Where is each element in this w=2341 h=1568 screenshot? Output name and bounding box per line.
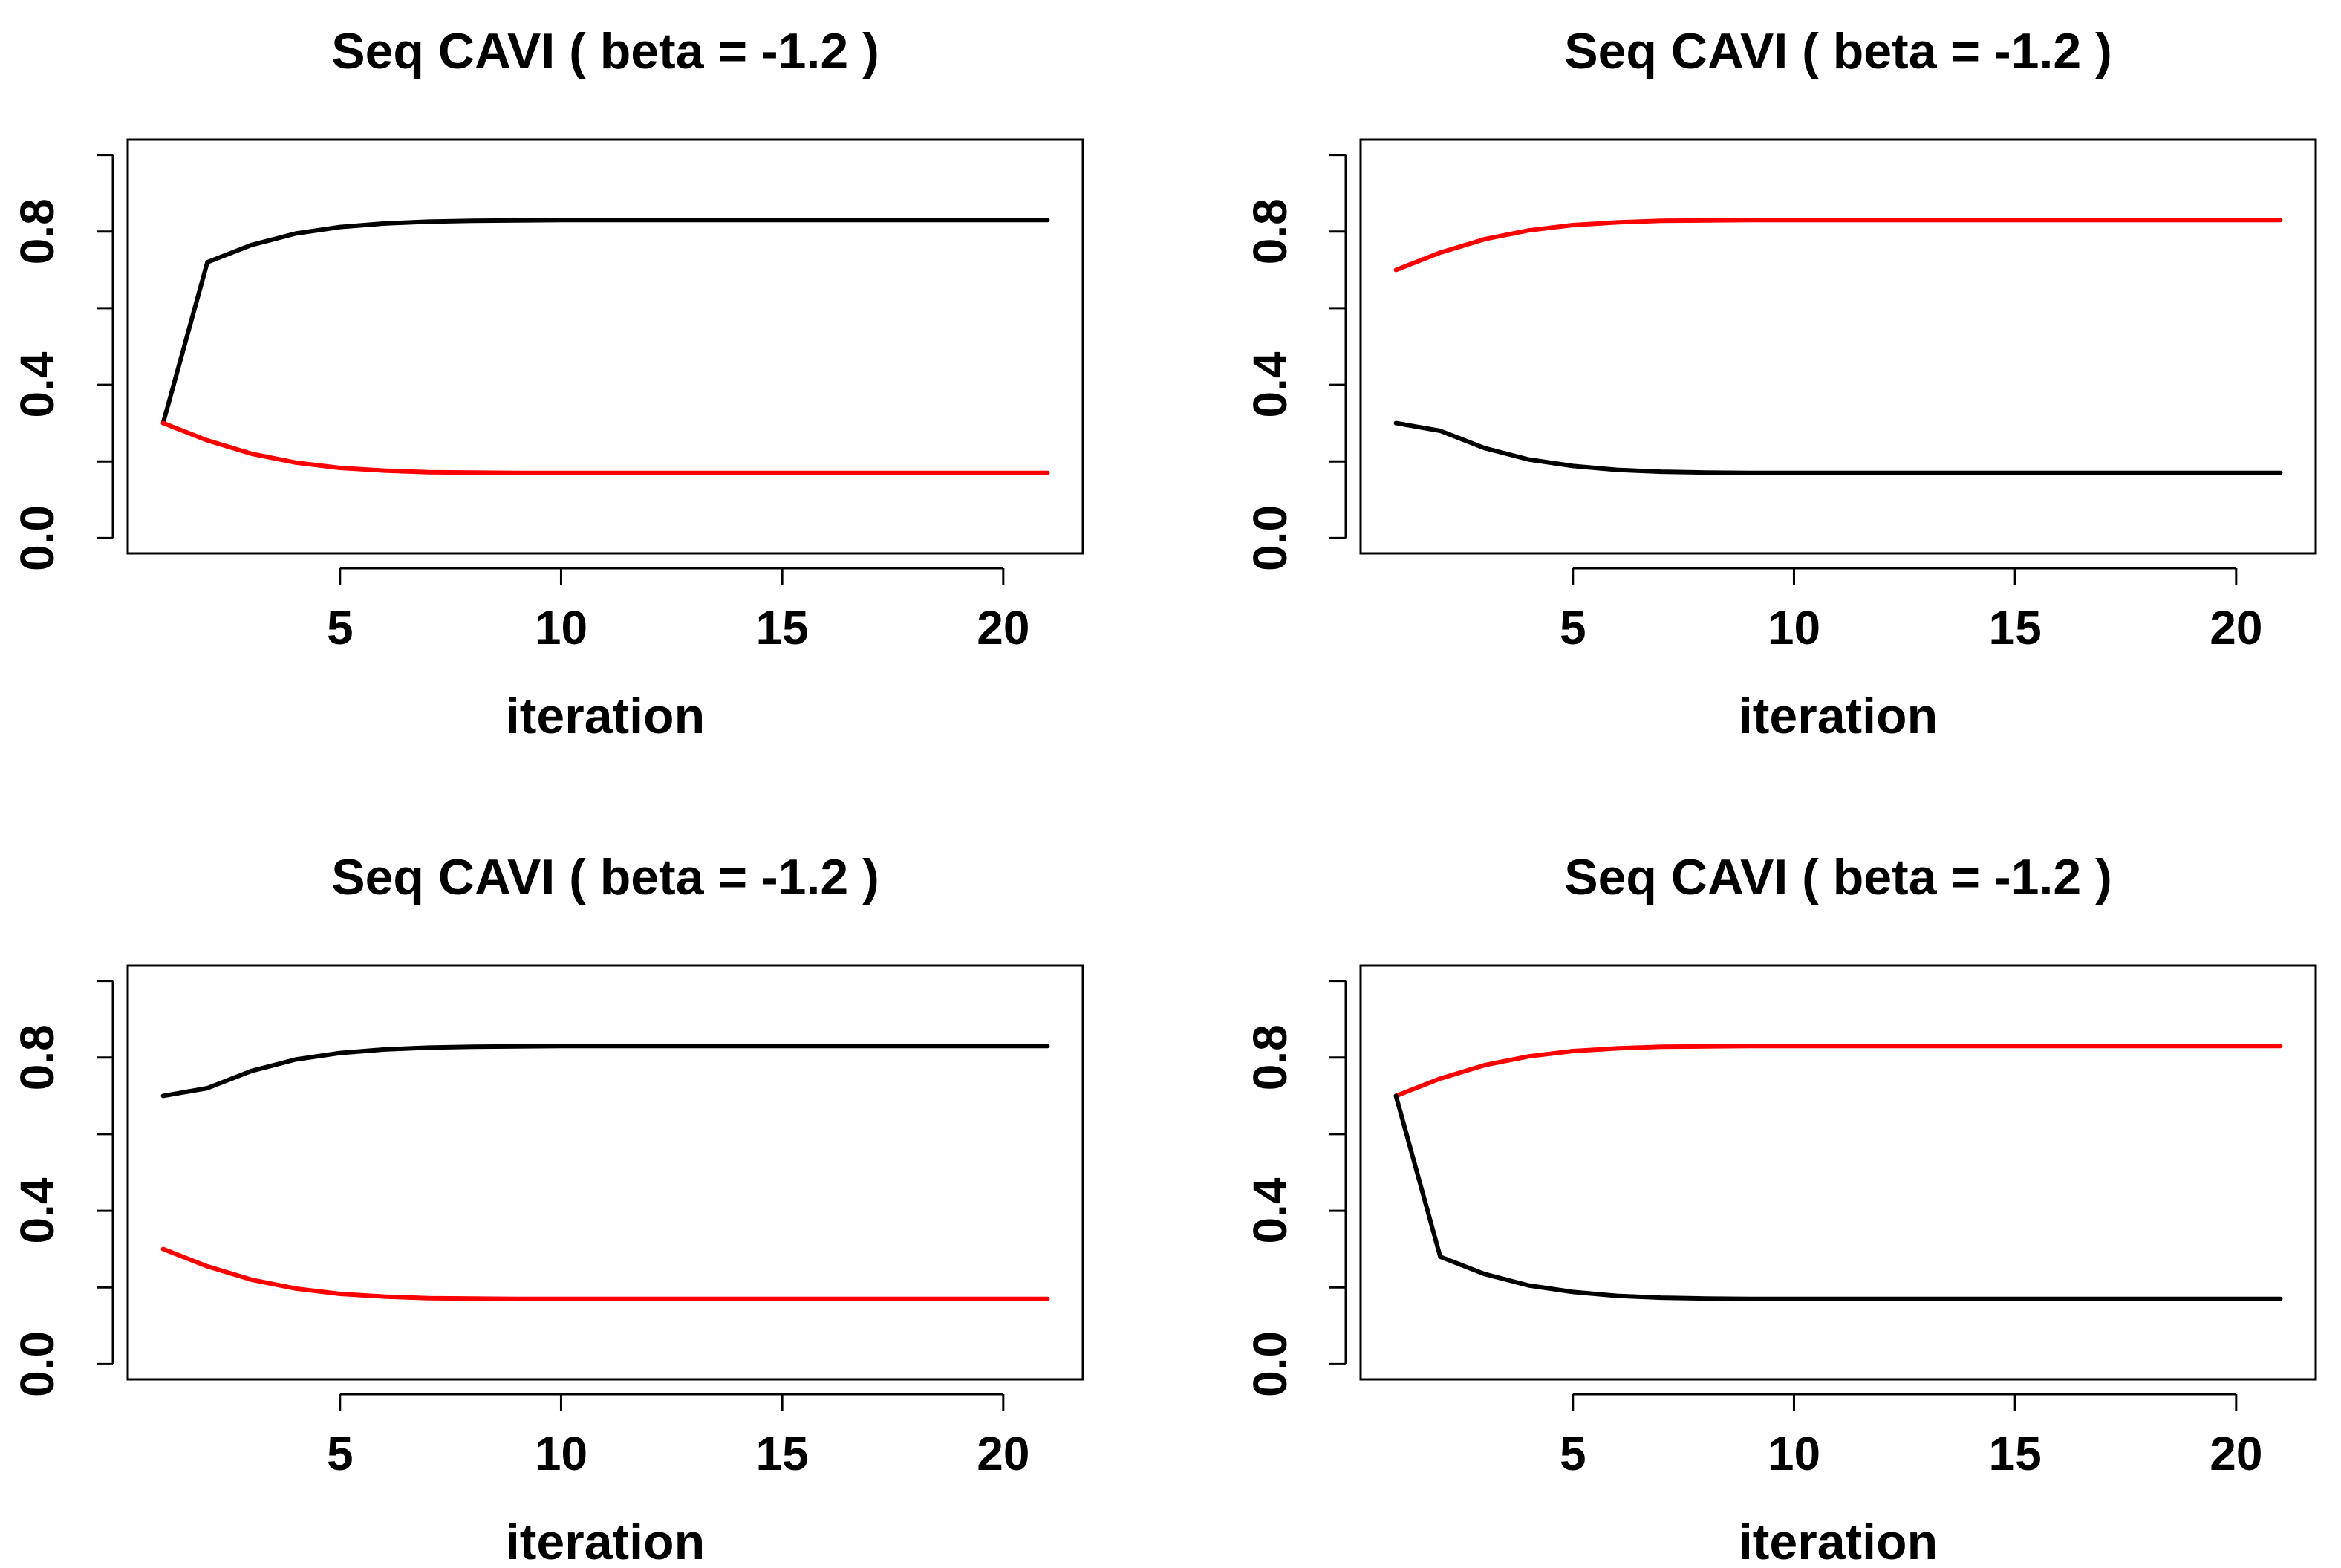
plot-frame xyxy=(126,964,1084,1381)
x-tick-label: 10 xyxy=(1768,601,1820,654)
y-tick-label: 0.4 xyxy=(10,1177,64,1243)
y-tick-label: 0.8 xyxy=(1243,1024,1297,1090)
series-line-black xyxy=(1393,420,2283,475)
panel-4: Seq CAVI ( beta = -1.2 ) 5 10 15 20 iteration… xyxy=(1243,849,2317,1568)
x-tick-label: 5 xyxy=(1560,601,1586,654)
x-tick-label: 20 xyxy=(2210,1427,2262,1480)
plot-frame xyxy=(1359,138,2317,555)
series-line-red xyxy=(160,1246,1050,1301)
y-axis: 0.0 0.4 0.8 xyxy=(10,154,114,571)
y-tick-label: 0.4 xyxy=(10,351,64,417)
y-tick-label: 0.8 xyxy=(1243,198,1297,264)
series-line-black xyxy=(160,1044,1050,1099)
x-axis-label: iteration xyxy=(506,688,705,744)
plot-frame xyxy=(1359,964,2317,1381)
series-line-black xyxy=(160,218,1050,426)
panel-2: Seq CAVI ( beta = -1.2 ) 5 10 15 20 iteration… xyxy=(1243,23,2317,744)
x-axis-label: iteration xyxy=(1739,1514,1938,1564)
y-axis: 0.0 0.4 0.8 xyxy=(1243,980,1347,1397)
chart-title: Seq CAVI ( beta = -1.2 ) xyxy=(331,23,879,79)
x-tick-label: 15 xyxy=(756,1427,809,1480)
x-tick-label: 15 xyxy=(1989,601,2042,654)
y-tick-label: 0.0 xyxy=(1243,505,1297,571)
chart-title: Seq CAVI ( beta = -1.2 ) xyxy=(1564,23,2112,79)
x-tick-label: 5 xyxy=(327,601,354,654)
x-tick-label: 10 xyxy=(535,1427,587,1480)
series-line-red xyxy=(1393,218,2283,273)
y-axis: 0.0 0.4 0.8 xyxy=(10,980,114,1397)
y-axis: 0.0 0.4 0.8 xyxy=(1243,154,1347,571)
y-tick-label: 0.8 xyxy=(10,198,64,264)
x-tick-label: 5 xyxy=(327,1427,354,1480)
series-line-red xyxy=(160,420,1050,475)
plot-frame xyxy=(126,138,1084,555)
y-tick-label: 0.0 xyxy=(10,505,64,571)
series-line-black xyxy=(1393,1093,2283,1301)
x-tick-label: 20 xyxy=(2210,601,2262,654)
x-axis: 5 10 15 20 xyxy=(327,567,1029,654)
chart-title: Seq CAVI ( beta = -1.2 ) xyxy=(1564,849,2112,905)
x-tick-label: 20 xyxy=(977,601,1029,654)
x-tick-label: 15 xyxy=(756,601,809,654)
y-tick-label: 0.8 xyxy=(10,1024,64,1090)
x-axis: 5 10 15 20 xyxy=(1560,567,2262,654)
x-tick-label: 5 xyxy=(1560,1427,1586,1480)
x-axis: 5 10 15 20 xyxy=(327,1393,1029,1480)
x-tick-label: 15 xyxy=(1989,1427,2042,1480)
x-axis-label: iteration xyxy=(506,1514,705,1564)
panel-3: Seq CAVI ( beta = -1.2 ) 5 10 15 20 iteration… xyxy=(10,849,1084,1568)
x-axis-label: iteration xyxy=(1739,688,1938,744)
y-tick-label: 0.4 xyxy=(1243,1177,1297,1243)
x-axis: 5 10 15 20 xyxy=(1560,1393,2262,1480)
panel-1: Seq CAVI ( beta = -1.2 ) 5 10 15 20 iteration… xyxy=(10,23,1084,744)
y-tick-label: 0.0 xyxy=(1243,1331,1297,1397)
x-tick-label: 10 xyxy=(1768,1427,1820,1480)
y-tick-label: 0.0 xyxy=(10,1331,64,1397)
y-tick-label: 0.4 xyxy=(1243,351,1297,417)
x-tick-label: 20 xyxy=(977,1427,1029,1480)
chart-title: Seq CAVI ( beta = -1.2 ) xyxy=(331,849,879,905)
x-tick-label: 10 xyxy=(535,601,587,654)
series-line-red xyxy=(1393,1044,2283,1099)
